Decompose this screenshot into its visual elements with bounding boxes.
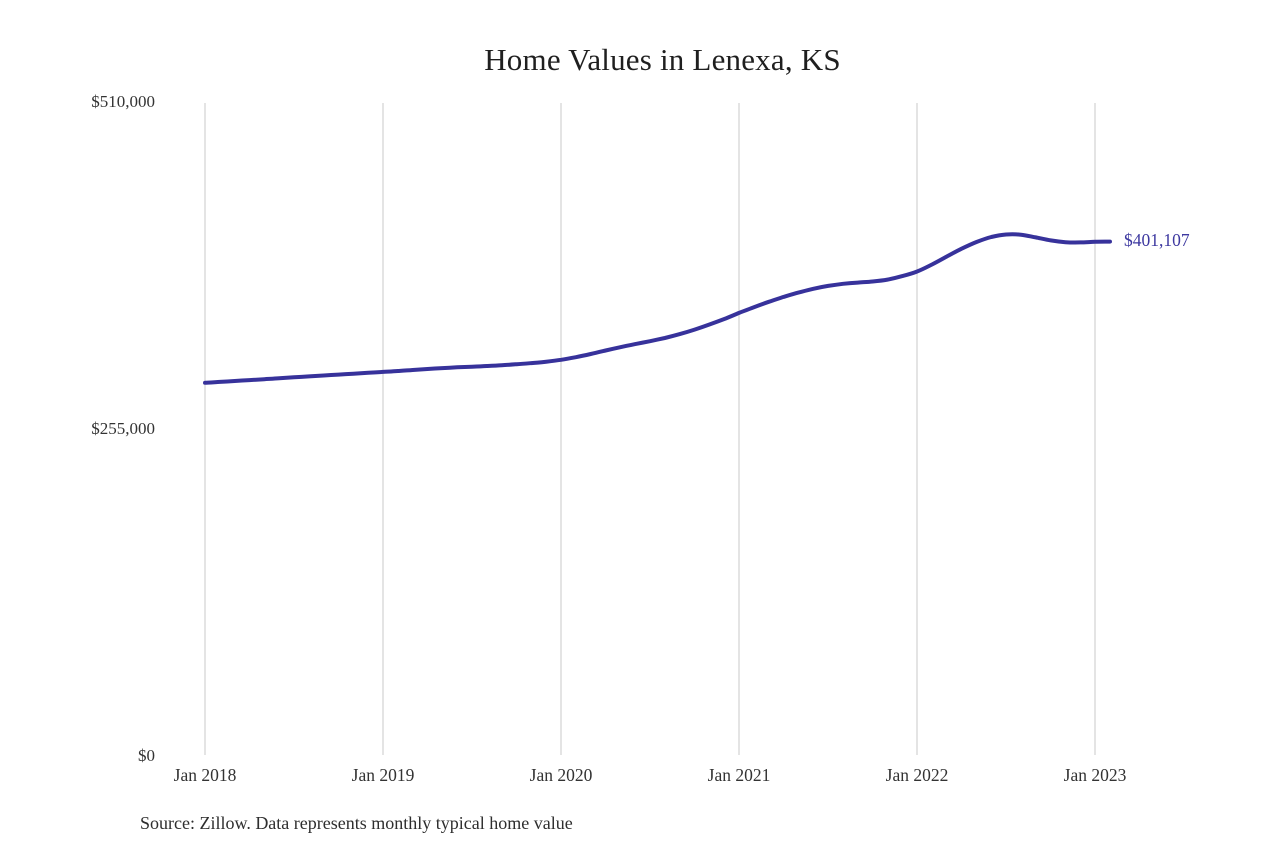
- x-axis-tick-label: Jan 2023: [1063, 765, 1127, 785]
- chart-title: Home Values in Lenexa, KS: [484, 42, 841, 77]
- source-note: Source: Zillow. Data represents monthly …: [140, 813, 573, 833]
- y-axis-tick-label: $0: [138, 746, 155, 765]
- x-axis-tick-label: Jan 2020: [529, 765, 593, 785]
- y-axis-tick-label: $255,000: [91, 419, 155, 438]
- x-axis-tick-label: Jan 2022: [885, 765, 949, 785]
- x-axis-tick-label: Jan 2019: [351, 765, 415, 785]
- home-value-line: [203, 232, 1112, 385]
- latest-value-label: $401,107: [1124, 229, 1190, 250]
- x-axis-tick-label: Jan 2018: [173, 765, 237, 785]
- y-axis-tick-label: $510,000: [91, 92, 155, 111]
- x-axis-tick-label: Jan 2021: [707, 765, 771, 785]
